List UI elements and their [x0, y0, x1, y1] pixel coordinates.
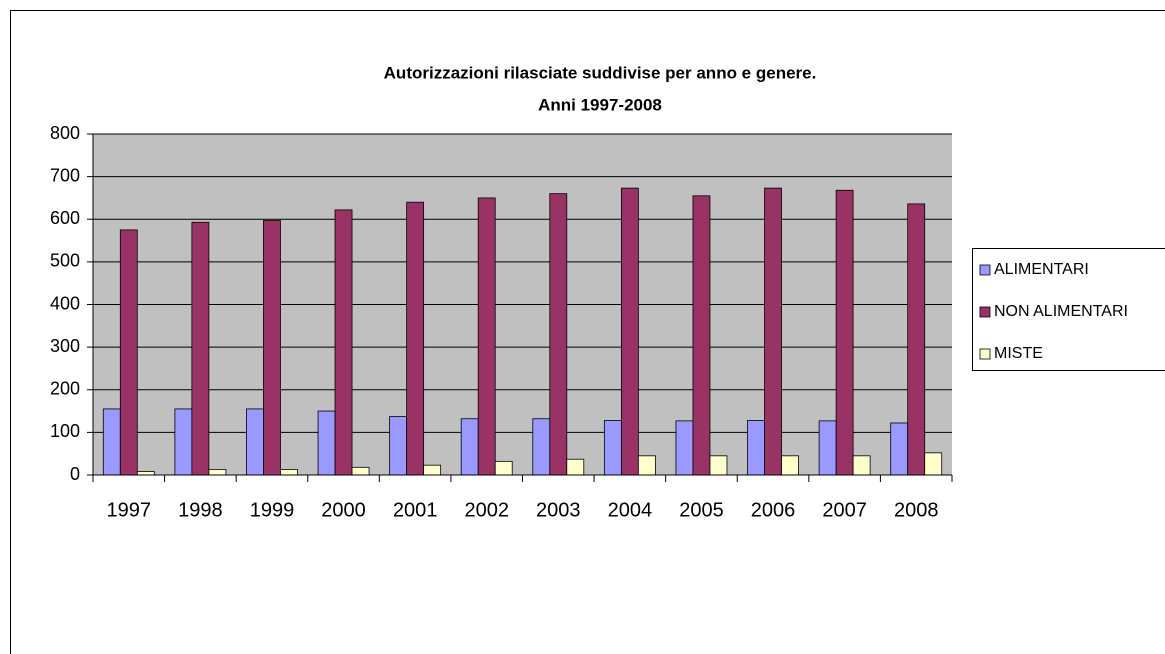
- bar: [637, 455, 656, 476]
- bar: [423, 464, 442, 476]
- x-tick-label: 1997: [107, 499, 152, 521]
- legend: [972, 248, 1165, 371]
- y-tick-label: 100: [50, 421, 80, 441]
- legend-label: NON ALIMENTARI: [994, 303, 1128, 320]
- bar: [334, 209, 353, 476]
- bar: [208, 469, 227, 476]
- legend-swatch: [979, 348, 991, 360]
- x-tick-label: 1999: [250, 499, 295, 521]
- legend-swatch: [979, 306, 991, 318]
- bar: [907, 203, 926, 476]
- y-tick-label: 800: [50, 123, 80, 143]
- y-tick-label: 700: [50, 165, 80, 185]
- bar: [835, 189, 854, 476]
- bar: [119, 229, 138, 476]
- x-tick-label: 2004: [608, 499, 653, 521]
- bar: [494, 460, 513, 476]
- x-tick-label: 2005: [679, 499, 724, 521]
- chart-title: Anni 1997-2008: [538, 95, 662, 114]
- x-tick-label: 2006: [751, 499, 796, 521]
- bar: [818, 420, 837, 476]
- bar: [603, 420, 622, 476]
- legend-label: ALIMENTARI: [994, 261, 1089, 278]
- bar: [351, 466, 370, 476]
- y-tick-label: 200: [50, 379, 80, 399]
- bar: [246, 408, 264, 476]
- bar: [477, 197, 496, 476]
- legend-label: MISTE: [994, 345, 1043, 362]
- bar: [191, 221, 210, 476]
- bar: [781, 455, 799, 476]
- x-tick-label: 2003: [536, 499, 581, 521]
- y-tick-label: 600: [50, 208, 80, 228]
- bar: [675, 420, 694, 476]
- bar: [102, 408, 121, 476]
- x-tick-label: 2007: [822, 499, 867, 521]
- y-tick-label: 300: [50, 336, 80, 356]
- bar: [620, 187, 639, 476]
- bar: [136, 471, 155, 476]
- bar: [692, 195, 711, 476]
- bar: [709, 455, 728, 476]
- bar: [406, 201, 425, 476]
- y-tick-label: 500: [50, 251, 80, 271]
- bar: [174, 408, 193, 476]
- x-tick-label: 1998: [178, 499, 223, 521]
- bar: [460, 418, 479, 476]
- y-tick-label: 400: [50, 293, 80, 313]
- bar: [924, 452, 943, 476]
- bar: [764, 187, 782, 476]
- x-tick-label: 2008: [894, 499, 939, 521]
- x-tick-label: 2001: [393, 499, 438, 521]
- x-tick-label: 2002: [464, 499, 509, 521]
- bar: [747, 420, 765, 476]
- bar: [549, 193, 568, 476]
- bar: [263, 220, 281, 476]
- legend-swatch: [979, 264, 991, 276]
- bar: [566, 458, 585, 476]
- bar: [532, 418, 551, 476]
- bar: [890, 422, 909, 476]
- bar: [317, 410, 336, 476]
- bar: [852, 455, 871, 476]
- y-tick-label: 0: [70, 464, 80, 484]
- x-tick-label: 2000: [321, 499, 366, 521]
- chart-title: Autorizzazioni rilasciate suddivise per …: [384, 63, 817, 82]
- bar: [389, 416, 408, 476]
- bar: [280, 469, 298, 476]
